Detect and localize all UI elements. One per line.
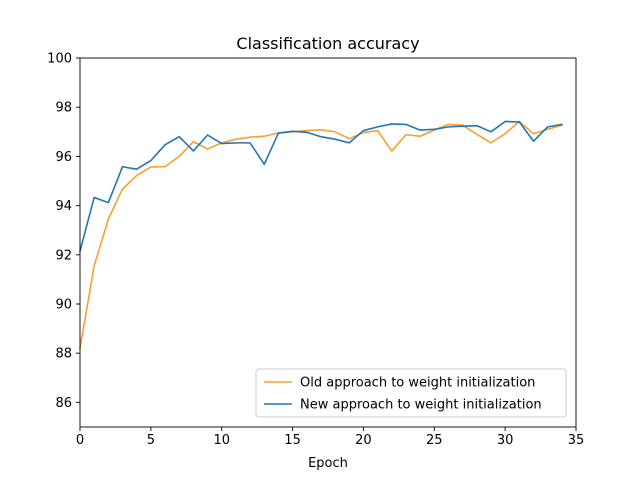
x-tick-label: 10 (213, 433, 230, 448)
legend: Old approach to weight initialization New… (255, 368, 567, 418)
y-tick-label: 92 (55, 248, 72, 263)
axes-frame (79, 57, 577, 428)
axes-layer: 0 5 10 15 20 25 30 35 86 88 90 92 94 96 98 100 (47, 52, 584, 449)
x-tick-label: 5 (147, 433, 155, 448)
series-line-2 (79, 120, 563, 253)
x-tick-label: 30 (497, 433, 514, 448)
x-tick-label: 35 (568, 433, 585, 448)
x-tick-label: 0 (76, 433, 84, 448)
legend-box (255, 368, 567, 418)
series-line-1 (79, 120, 563, 350)
y-tick-label: 86 (55, 396, 72, 411)
y-tick-label: 90 (55, 298, 72, 313)
y-tick-label: 98 (55, 101, 72, 116)
chart-title: Classification accuracy (236, 34, 419, 53)
legend-label-1: Old approach to weight initialization (300, 376, 535, 391)
x-tick-label: 25 (426, 433, 443, 448)
x-tick-label: 20 (355, 433, 372, 448)
y-tick-label: 96 (55, 150, 72, 165)
x-tick-label: 15 (284, 433, 301, 448)
legend-label-2: New approach to weight initialization (300, 398, 542, 413)
series-layer (79, 120, 563, 350)
y-tick-label: 94 (55, 199, 72, 214)
x-axis-label: Epoch (308, 456, 348, 471)
y-tick-label: 100 (47, 52, 72, 67)
y-tick-label: 88 (55, 347, 72, 362)
